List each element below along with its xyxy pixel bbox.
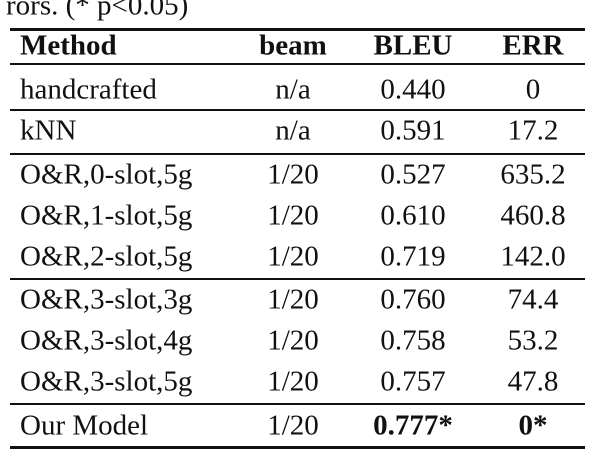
table-cell: 1/20 bbox=[267, 324, 319, 357]
table-rule bbox=[10, 63, 585, 65]
table-cell: O&R,3-slot,5g bbox=[20, 365, 193, 398]
header-cell: BLEU bbox=[373, 29, 453, 62]
table-cell: 635.2 bbox=[500, 158, 566, 191]
table-cell: 1/20 bbox=[267, 240, 319, 273]
table-cell: 1/20 bbox=[267, 365, 319, 398]
table-cell: O&R,3-slot,4g bbox=[20, 324, 193, 357]
table-cell: O&R,1-slot,5g bbox=[20, 199, 193, 232]
table-rule bbox=[10, 28, 585, 31]
header-cell: ERR bbox=[502, 29, 564, 62]
table-cell: 0.757 bbox=[380, 365, 446, 398]
table-cell: O&R,2-slot,5g bbox=[20, 240, 193, 273]
table-cell: 0.719 bbox=[380, 240, 446, 273]
table-cell: O&R,3-slot,3g bbox=[20, 283, 193, 316]
table-rule bbox=[10, 153, 585, 155]
caption-fragment: rors. (* p<0.05) bbox=[6, 0, 189, 22]
table-cell: 74.4 bbox=[507, 283, 559, 316]
table-cell: 0* bbox=[518, 409, 548, 442]
table-cell: kNN bbox=[20, 114, 77, 147]
table-cell: 0 bbox=[525, 73, 541, 106]
table-cell: handcrafted bbox=[20, 73, 157, 106]
table-rule bbox=[10, 446, 585, 449]
table-cell: 0.760 bbox=[380, 283, 446, 316]
table-cell: 460.8 bbox=[500, 199, 566, 232]
header-cell: Method bbox=[20, 29, 117, 62]
table-cell: 1/20 bbox=[267, 409, 319, 442]
table-cell: 53.2 bbox=[507, 324, 559, 357]
table-cell: 142.0 bbox=[500, 240, 566, 273]
table-rule bbox=[10, 403, 585, 405]
table-cell: n/a bbox=[275, 73, 311, 106]
table-cell: 1/20 bbox=[267, 283, 319, 316]
table-cell: 17.2 bbox=[507, 114, 559, 147]
table-rule bbox=[10, 278, 585, 280]
table-cell: 1/20 bbox=[267, 199, 319, 232]
table-cell: 47.8 bbox=[507, 365, 559, 398]
table-cell: 0.527 bbox=[380, 158, 446, 191]
table-cell: 0.758 bbox=[380, 324, 446, 357]
table-cell: 1/20 bbox=[267, 158, 319, 191]
header-cell: beam bbox=[259, 29, 327, 62]
table-cell: 0.440 bbox=[380, 73, 446, 106]
table-rule bbox=[10, 109, 585, 111]
table-cell: Our Model bbox=[20, 409, 149, 442]
table-cell: n/a bbox=[275, 114, 311, 147]
table-cell: 0.777* bbox=[373, 409, 453, 442]
table-cell: O&R,0-slot,5g bbox=[20, 158, 193, 191]
table-cell: 0.591 bbox=[380, 114, 446, 147]
table-cell: 0.610 bbox=[380, 199, 446, 232]
